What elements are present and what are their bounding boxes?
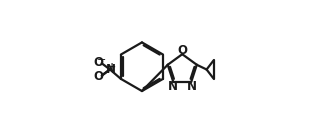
Text: O: O — [94, 70, 104, 83]
Text: N: N — [106, 63, 116, 76]
Text: O: O — [177, 44, 187, 57]
Text: N: N — [167, 80, 178, 93]
Text: N: N — [187, 80, 197, 93]
Text: +: + — [109, 62, 116, 72]
Text: −: − — [97, 55, 106, 65]
Text: O: O — [94, 56, 104, 70]
